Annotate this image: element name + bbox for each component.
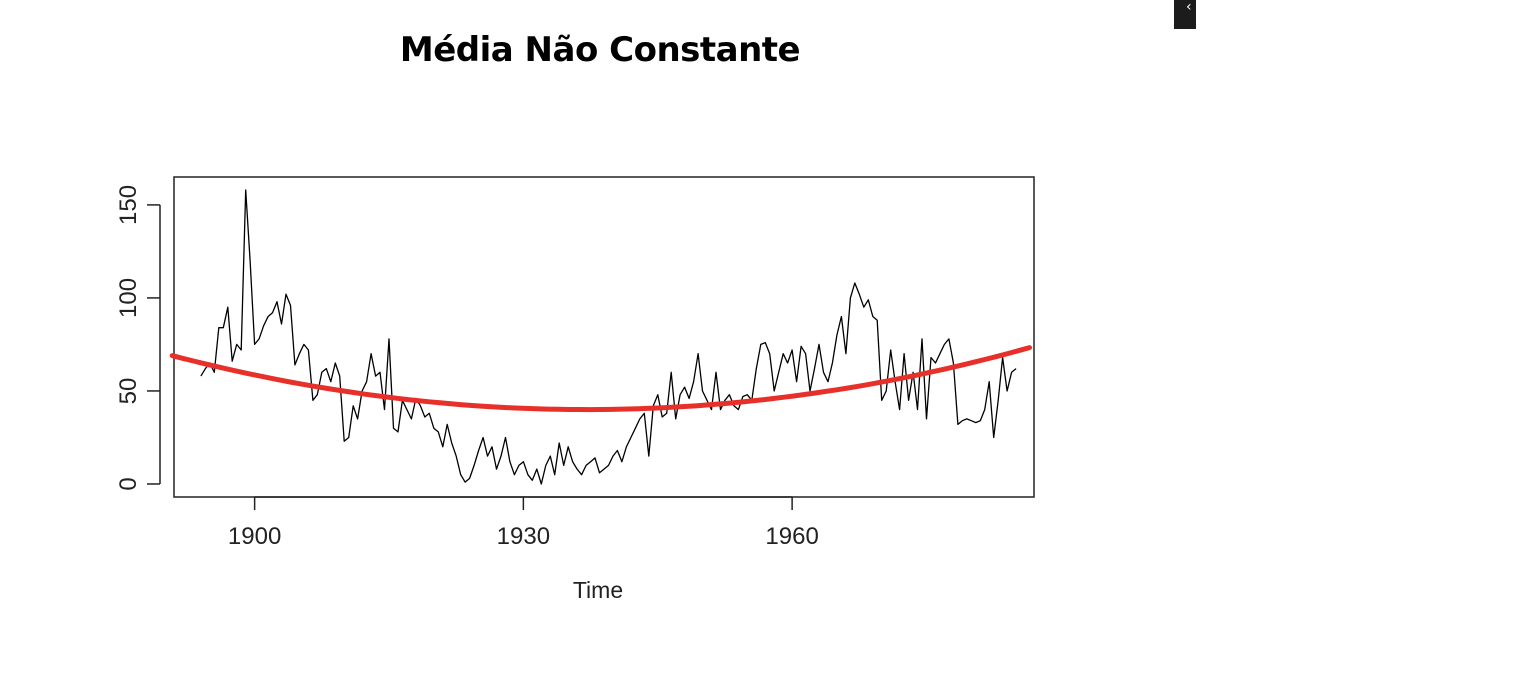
trend-series-line — [169, 345, 1032, 413]
y-axis: 0 50 100 150 — [115, 185, 161, 491]
series-layer — [169, 189, 1032, 485]
x-tick-label: 1960 — [765, 523, 818, 550]
x-axis: 1900 1930 1960 — [228, 496, 819, 550]
x-axis-title: Time — [573, 577, 623, 603]
x-tick-label: 1930 — [497, 523, 550, 550]
slide-title: Média Não Constante — [399, 30, 801, 70]
corner-block — [1174, 0, 1196, 29]
plot-frame — [173, 176, 1035, 498]
x-tick-label: 1900 — [228, 523, 281, 550]
observed-series-line — [200, 189, 1017, 485]
y-tick-label: 0 — [115, 477, 142, 490]
y-tick-label: 100 — [115, 278, 142, 318]
y-tick-label: 150 — [115, 185, 142, 225]
arrow-icon: ‹ — [1186, 0, 1192, 15]
y-tick-label: 50 — [115, 378, 142, 405]
